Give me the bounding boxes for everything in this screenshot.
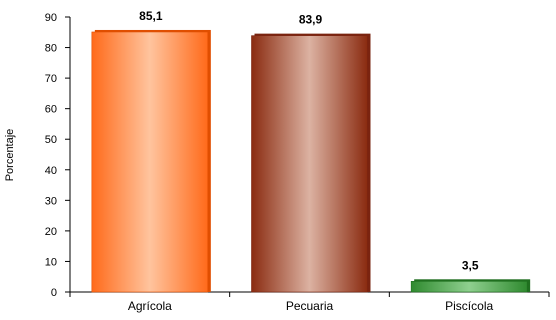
y-tick-label: 60 (45, 104, 57, 116)
y-tick-label: 10 (45, 256, 57, 268)
y-axis: 0 10 20 30 40 50 60 70 80 90 (45, 12, 71, 299)
x-axis: Agrícola Pecuaria Piscícola (69, 291, 550, 313)
bar (410, 281, 528, 293)
y-tick-label: 20 (45, 226, 57, 238)
bar-data-label: 83,9 (299, 13, 323, 27)
bars (91, 29, 531, 293)
x-category-label: Pecuaria (286, 299, 334, 313)
bar-data-label: 85,1 (139, 9, 163, 23)
y-tick-label: 40 (45, 165, 57, 177)
bar (251, 35, 368, 293)
y-axis-title: Porcentaje (4, 129, 16, 182)
bar (91, 31, 209, 293)
x-category-label: Piscícola (445, 299, 493, 313)
y-tick-label: 90 (45, 12, 57, 24)
y-tick-label: 80 (45, 43, 57, 55)
y-tick-label: 0 (51, 287, 57, 299)
y-tick-label: 50 (45, 134, 57, 146)
data-labels: 85,1 83,9 3,5 (139, 9, 479, 272)
y-tick-label: 70 (45, 73, 57, 85)
y-tick-label: 30 (45, 195, 57, 207)
y-axis-title-group: Porcentaje (4, 129, 16, 182)
bar-data-label: 3,5 (462, 258, 479, 272)
x-category-label: Agrícola (128, 299, 172, 313)
